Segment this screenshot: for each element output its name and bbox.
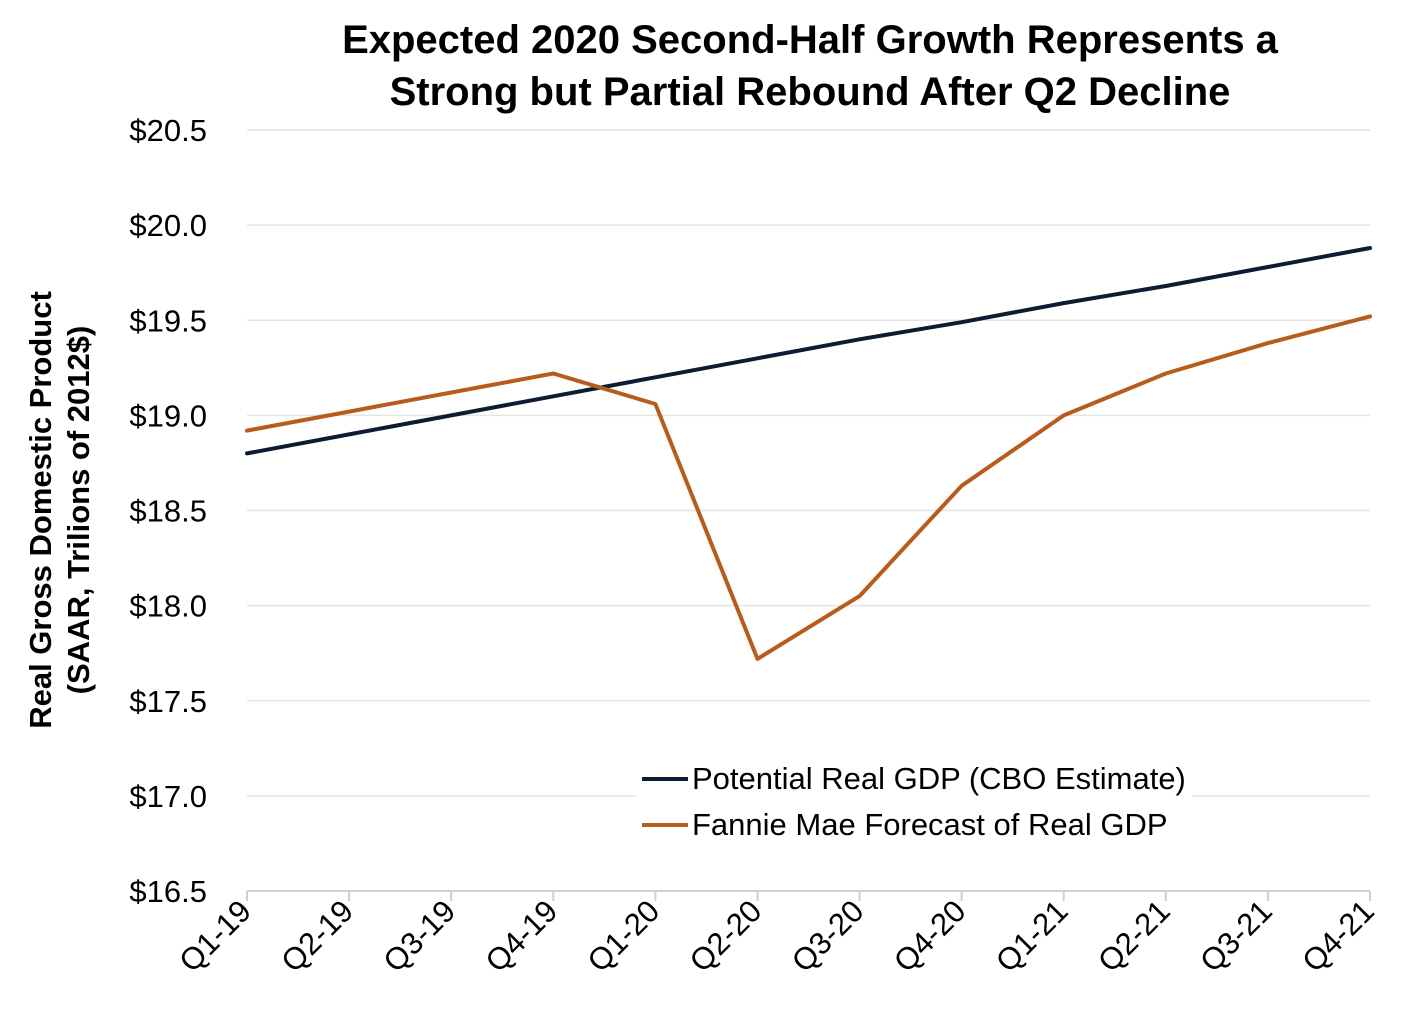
y-tick-label: $20.0 (129, 208, 207, 243)
x-tick-label: Q2-21 (1091, 893, 1177, 979)
x-tick-label: Q1-21 (989, 893, 1075, 979)
legend-item-potential-gdp: Potential Real GDP (CBO Estimate) (642, 756, 1186, 802)
x-tick-label: Q2-20 (683, 893, 769, 979)
y-tick-label: $17.5 (129, 684, 207, 719)
x-tick-label: Q3-19 (376, 893, 462, 979)
y-tick-label: $16.5 (129, 874, 207, 909)
legend-swatch-potential-gdp (642, 777, 688, 781)
x-tick-label: Q4-21 (1295, 893, 1381, 979)
y-tick-label: $18.0 (129, 589, 207, 624)
x-tick-label: Q3-21 (1193, 893, 1279, 979)
legend-item-fannie-mae-forecast: Fannie Mae Forecast of Real GDP (642, 802, 1186, 848)
chart-title-line-1: Expected 2020 Second-Half Growth Represe… (342, 18, 1278, 62)
chart-title: Expected 2020 Second-Half Growth Represe… (230, 14, 1390, 118)
x-axis (246, 890, 1371, 901)
legend-swatch-fannie-mae-forecast (642, 823, 688, 827)
grid-lines (247, 129, 1370, 797)
y-tick-label: $19.0 (129, 398, 207, 433)
legend-label-potential-gdp: Potential Real GDP (CBO Estimate) (692, 761, 1186, 796)
y-tick-labels: $16.5 $17.0 $17.5 $18.0 $18.5 $19.0 $19.5 $20.0… (129, 113, 207, 909)
legend: Potential Real GDP (CBO Estimate) Fannie… (636, 752, 1192, 852)
x-tick-label: Q4-20 (887, 893, 973, 979)
x-tick-labels: Q1-19 Q2-19 Q3-19 Q4-19 Q1-20 Q2-20 Q3-20 Q4-20… (172, 893, 1381, 979)
y-tick-label: $18.5 (129, 494, 207, 529)
series-line-potential-gdp (245, 246, 1372, 456)
chart-title-line-2: Strong but Partial Rebound After Q2 Decl… (389, 70, 1231, 114)
x-tick-label: Q3-20 (785, 893, 871, 979)
x-tick-label: Q4-19 (479, 893, 565, 979)
legend-label-fannie-mae-forecast: Fannie Mae Forecast of Real GDP (692, 807, 1168, 842)
y-tick-label: $20.5 (129, 113, 207, 148)
y-tick-label: $19.5 (129, 303, 207, 338)
y-tick-label: $17.0 (129, 779, 207, 814)
x-tick-label: Q2-19 (274, 893, 360, 979)
x-tick-label: Q1-20 (581, 893, 667, 979)
series-line-fannie-mae-forecast (245, 314, 1372, 661)
series-lines (245, 246, 1372, 661)
